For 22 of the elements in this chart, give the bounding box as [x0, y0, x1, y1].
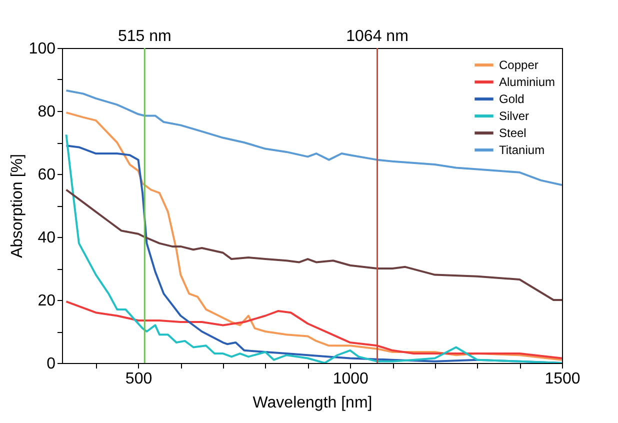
- legend-label: Aluminium: [499, 75, 556, 89]
- x-axis-title: Wavelength [nm]: [252, 394, 372, 412]
- ref-line-label: 1064 nm: [346, 28, 408, 45]
- y-tick-label: 80: [38, 104, 56, 120]
- line-series: [65, 90, 562, 186]
- y-tick-label: 20: [38, 292, 56, 310]
- y-axis-title: Absorption [%]: [8, 154, 26, 258]
- x-tick-label: 1500: [544, 370, 580, 388]
- y-tick-label: 100: [28, 40, 56, 58]
- y-tick-label: 60: [38, 166, 56, 184]
- legend-label: Steel: [499, 126, 526, 140]
- line-series: [65, 188, 562, 301]
- legend-label: Silver: [499, 109, 530, 123]
- x-tick-label: 500: [125, 370, 152, 388]
- legend-label: Copper: [499, 58, 538, 72]
- line-series: [65, 300, 562, 360]
- legend-label: Gold: [499, 92, 524, 106]
- x-tick-label: 1000: [332, 370, 369, 388]
- legend-label: Titanium: [499, 143, 545, 157]
- y-tick-label: 0: [46, 356, 56, 372]
- ref-line-label: 515 nm: [118, 28, 172, 45]
- y-tick-label: 40: [38, 230, 56, 246]
